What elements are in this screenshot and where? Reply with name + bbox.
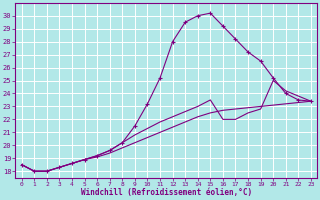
X-axis label: Windchill (Refroidissement éolien,°C): Windchill (Refroidissement éolien,°C): [81, 188, 252, 197]
